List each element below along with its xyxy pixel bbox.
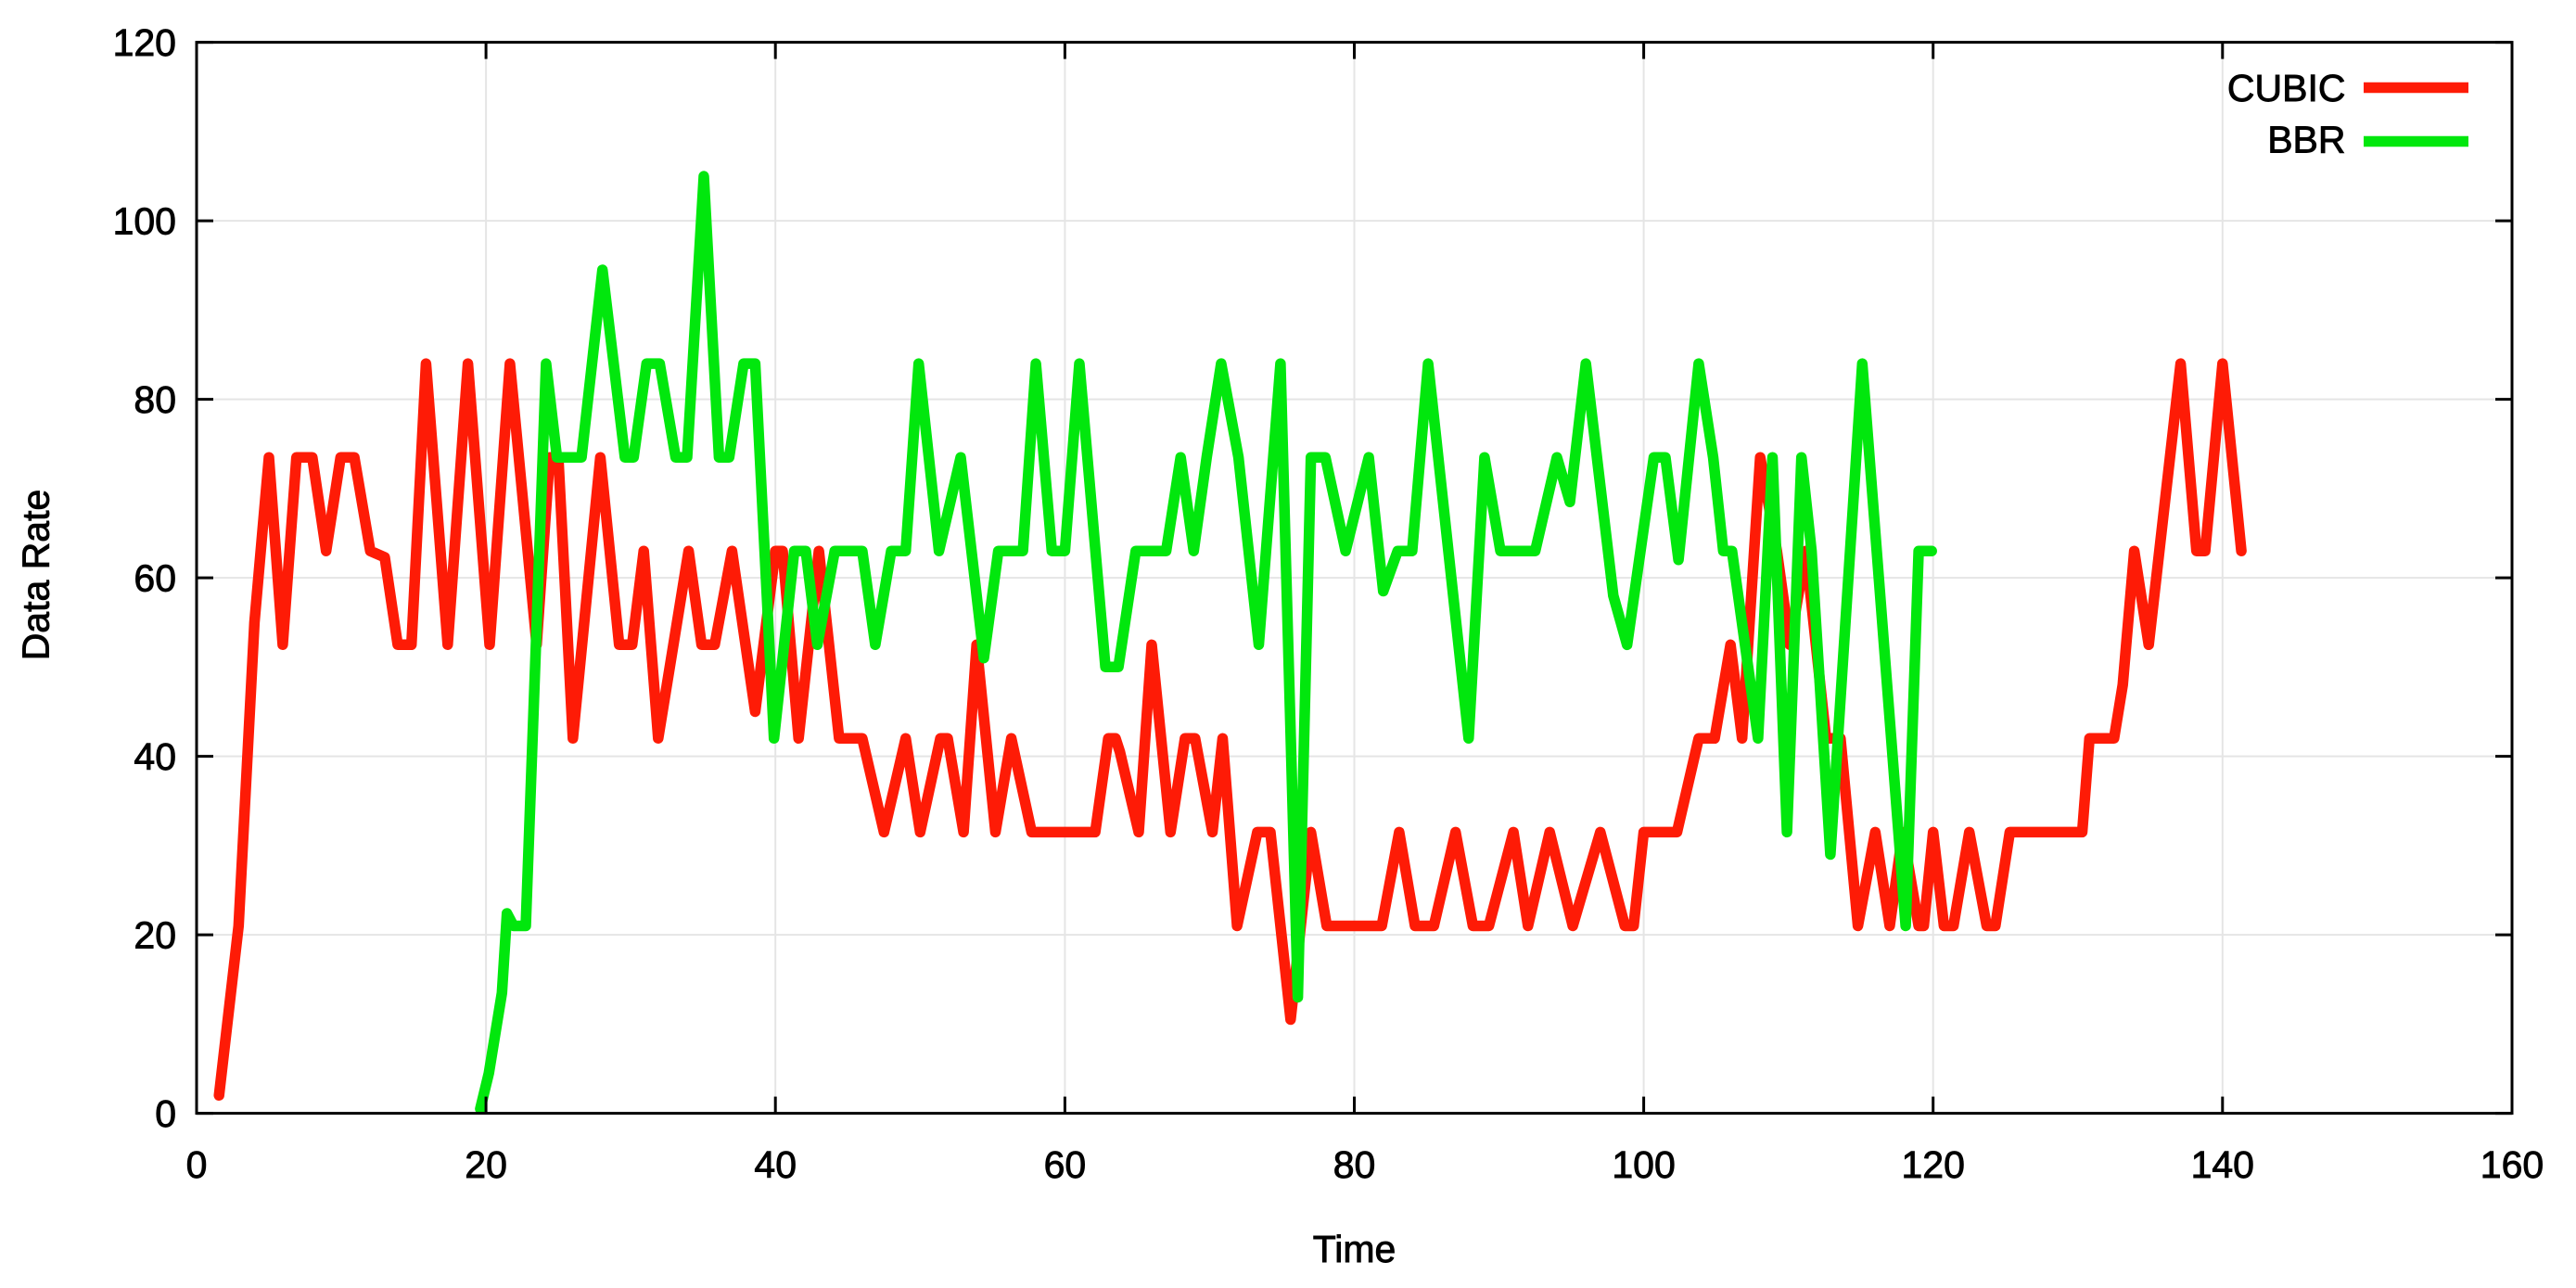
svg-text:BBR: BBR	[2267, 119, 2345, 161]
svg-text:100: 100	[113, 199, 176, 242]
svg-text:40: 40	[754, 1143, 797, 1186]
svg-text:CUBIC: CUBIC	[2227, 67, 2346, 109]
svg-text:80: 80	[134, 378, 176, 421]
svg-text:120: 120	[113, 21, 176, 64]
svg-text:0: 0	[155, 1092, 176, 1135]
svg-text:20: 20	[465, 1143, 507, 1186]
svg-text:140: 140	[2191, 1143, 2254, 1186]
svg-text:20: 20	[134, 913, 176, 956]
svg-text:Data Rate: Data Rate	[15, 490, 57, 661]
svg-text:120: 120	[1901, 1143, 1964, 1186]
svg-text:Time: Time	[1313, 1228, 1396, 1270]
svg-text:0: 0	[186, 1143, 208, 1186]
svg-text:160: 160	[2480, 1143, 2544, 1186]
svg-text:40: 40	[134, 735, 176, 778]
svg-text:60: 60	[134, 556, 176, 599]
svg-text:100: 100	[1612, 1143, 1675, 1186]
svg-text:60: 60	[1044, 1143, 1087, 1186]
svg-text:80: 80	[1333, 1143, 1376, 1186]
